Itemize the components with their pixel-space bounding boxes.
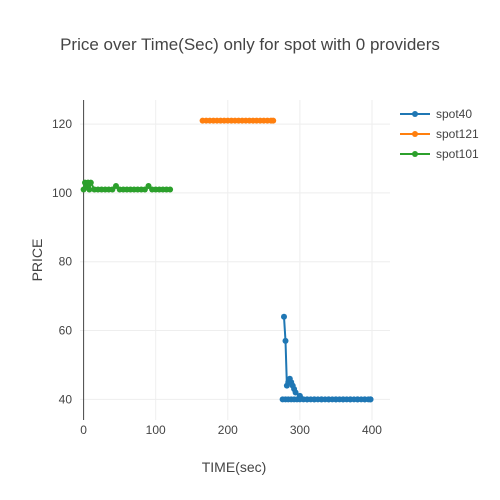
x-tick-label: 300: [290, 423, 310, 437]
y-tick-label: 40: [59, 392, 73, 406]
data-point: [167, 186, 174, 193]
x-tick-label: 400: [362, 423, 382, 437]
chart-title: Price over Time(Sec) only for spot with …: [60, 35, 440, 54]
x-tick-label: 100: [146, 423, 166, 437]
series-spot121: [199, 117, 277, 124]
legend-label: spot101: [436, 147, 479, 161]
y-axis-title: PRICE: [29, 239, 45, 282]
grid: [80, 100, 390, 420]
axes: 40 60 80 100 120 0 100 200 300 400: [52, 100, 382, 437]
data-point: [270, 117, 277, 124]
x-tick-label: 0: [80, 423, 87, 437]
y-tick-label: 100: [52, 186, 72, 200]
legend-marker: [412, 131, 418, 137]
plot-area: [80, 117, 374, 403]
legend-item-spot40: spot40: [400, 107, 472, 121]
x-tick-label: 200: [218, 423, 238, 437]
legend-marker: [412, 151, 418, 157]
x-axis-title: TIME(sec): [202, 459, 267, 475]
y-tick-label: 60: [59, 324, 73, 338]
legend-label: spot121: [436, 127, 479, 141]
legend-marker: [412, 111, 418, 117]
legend-item-spot121: spot121: [400, 127, 479, 141]
data-point: [282, 337, 289, 344]
data-point: [87, 179, 94, 186]
legend-label: spot40: [436, 107, 472, 121]
data-point: [281, 313, 287, 320]
data-point: [86, 186, 93, 193]
legend-item-spot101: spot101: [400, 147, 479, 161]
series-spot101: [80, 179, 174, 193]
data-point: [292, 389, 299, 396]
y-tick-label: 120: [52, 117, 72, 131]
legend: spot40 spot121 spot101: [400, 107, 479, 161]
y-tick-label: 80: [59, 255, 73, 269]
series-spot40: [279, 313, 374, 403]
data-point: [367, 396, 374, 403]
